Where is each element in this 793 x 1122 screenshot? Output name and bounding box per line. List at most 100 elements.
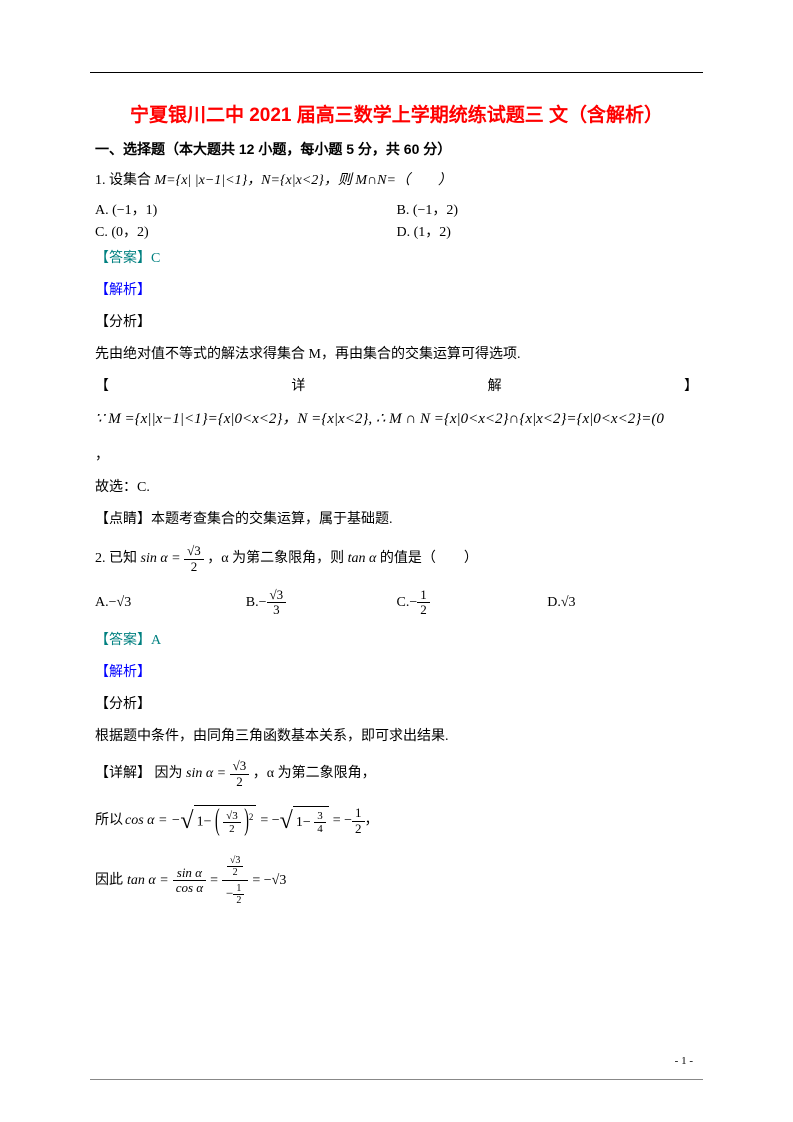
q1-comma: ， bbox=[95, 442, 698, 470]
q2-opt-a: A. −√3 bbox=[95, 595, 246, 611]
q1-opt-d: D. (1，2) bbox=[397, 221, 699, 241]
q1-detail-math: ∵ M ={x||x−1|<1}={x|0<x<2}，N ={x|x<2}, ∴… bbox=[95, 407, 698, 428]
frac-num: 3 bbox=[314, 810, 326, 823]
frac-den: 2 bbox=[352, 822, 365, 836]
frac-den: 2 bbox=[184, 560, 204, 574]
q2-opt-b: B. − √3 3 bbox=[246, 588, 397, 618]
q1-conclude: 故选：C. bbox=[95, 474, 698, 502]
opt-b-label: B. bbox=[246, 595, 259, 611]
frac-den: 4 bbox=[314, 823, 326, 835]
q1-stem-prefix: 1. 设集合 bbox=[95, 173, 155, 188]
q2-tail: 的值是（ ） bbox=[380, 551, 478, 566]
doc-title: 宁夏银川二中 2021 届高三数学上学期统练试题三 文（含解析） bbox=[95, 100, 698, 127]
sqrt-block-1: √ 1− ( √3 2 )2 bbox=[180, 797, 256, 845]
one-pre2: 1− bbox=[296, 815, 311, 830]
sqrt-block-2: √ 1− 3 4 bbox=[280, 797, 329, 845]
q2-tan: tan α bbox=[348, 545, 377, 573]
answer-label: 【答案】 bbox=[95, 633, 151, 648]
q2-options: A. −√3 B. − √3 3 C. − 1 2 D. √3 bbox=[95, 588, 698, 618]
q1-stem-math: M={x| |x−1|<1}，N={x|x<2}，则 M∩N=（ ） bbox=[155, 167, 452, 195]
q1-opt-c: C. (0，2) bbox=[95, 221, 397, 241]
answer-value: A bbox=[151, 633, 161, 648]
q2-detail1: 【详解】 因为 sin α = √3 2 ，α 为第二象限角， bbox=[95, 759, 698, 789]
q2-cos-line: 所以 cos α = − √ 1− ( √3 2 )2 = − √ 1− 3 4 bbox=[95, 797, 698, 845]
one-pre: 1− bbox=[197, 815, 212, 830]
frac-num: √3 bbox=[230, 759, 250, 774]
trail-comma: ， bbox=[365, 807, 379, 835]
tan-result: = −√3 bbox=[252, 867, 286, 895]
q2-sin: sin α = bbox=[141, 545, 181, 573]
frac-num: √3 bbox=[184, 544, 204, 559]
frac-den: 3 bbox=[267, 603, 287, 617]
q1-opt-a: A. (−1，1) bbox=[95, 199, 397, 219]
q2-stem: 2. 已知 sin α = √3 2 ，α 为第二象限角，则 tan α 的值是… bbox=[95, 544, 698, 574]
opt-a-label: A. bbox=[95, 595, 109, 611]
square-exp: 2 bbox=[249, 812, 254, 822]
frac-num: √3 bbox=[267, 588, 287, 603]
q2-frac-sqrt3-2: √3 2 bbox=[184, 544, 204, 574]
q2-mid: ，α 为第二象限角，则 bbox=[207, 551, 344, 566]
bracket-close: 】 bbox=[684, 373, 698, 401]
q2-opt-c: C. − 1 2 bbox=[397, 588, 548, 618]
q2-answer: 【答案】A bbox=[95, 627, 698, 655]
top-rule bbox=[90, 72, 703, 73]
detail-text-b: ，α 为第二象限角， bbox=[253, 766, 376, 781]
frac-num: 1 bbox=[233, 883, 244, 895]
therefore: 因此 bbox=[95, 867, 123, 895]
tan-compound-frac: √3 2 − 1 2 bbox=[222, 853, 248, 908]
detail-word1: 详 bbox=[291, 373, 305, 401]
frac-den: 2 bbox=[227, 867, 244, 878]
q1-stem: 1. 设集合 M={x| |x−1|<1}，N={x|x<2}，则 M∩N=（ … bbox=[95, 167, 698, 195]
page-footer: - 1 - bbox=[675, 1055, 693, 1067]
frac-num: √3 bbox=[227, 855, 244, 867]
bracket-open: 【 bbox=[95, 373, 109, 401]
q1-fenxi-label: 【分析】 bbox=[95, 309, 698, 337]
section-heading: 一、选择题（本大题共 12 小题，每小题 5 分，共 60 分） bbox=[95, 139, 698, 159]
q2-jiexi: 【解析】 bbox=[95, 659, 698, 687]
answer-value: C bbox=[151, 251, 160, 266]
frac-den: 2 bbox=[230, 775, 250, 789]
footer-rule bbox=[90, 1079, 703, 1080]
eq-sign: = bbox=[210, 867, 218, 895]
q2-opt-d: D. √3 bbox=[547, 595, 698, 611]
step3-frac: 1 2 bbox=[352, 806, 365, 836]
tan-frac1: sin α cos α bbox=[173, 866, 206, 896]
q1-jiexi: 【解析】 bbox=[95, 277, 698, 305]
frac-den: 2 bbox=[223, 823, 241, 835]
q2-tan-line: 因此 tan α = sin α cos α = √3 2 − 1 2 = −√… bbox=[95, 853, 698, 908]
q1-opt-b: B. (−1，2) bbox=[397, 199, 699, 219]
so: 所以 bbox=[95, 807, 123, 835]
frac-num: 1 bbox=[352, 806, 365, 821]
compound-den: − 1 2 bbox=[222, 881, 248, 908]
frac-den: 2 bbox=[417, 603, 430, 617]
opt-c-label: C. bbox=[397, 595, 410, 611]
q1-fenxi-text: 先由绝对值不等式的解法求得集合 M，再由集合的交集运算可得选项. bbox=[95, 341, 698, 369]
opt-a-val: −√3 bbox=[109, 595, 132, 611]
dianjing-label: 【点睛】 bbox=[95, 512, 151, 527]
frac-den: cos α bbox=[173, 881, 206, 895]
tan-eq: tan α = bbox=[127, 867, 169, 895]
detail-word2: 解 bbox=[488, 373, 502, 401]
q1-options-row1: A. (−1，1) B. (−1，2) bbox=[95, 199, 698, 219]
q2-fenxi-label: 【分析】 bbox=[95, 691, 698, 719]
opt-b-neg: − bbox=[259, 595, 267, 611]
q1-options-row2: C. (0，2) D. (1，2) bbox=[95, 221, 698, 241]
opt-c-neg: − bbox=[409, 595, 417, 611]
q1-detail-heading: 【 详 解 】 bbox=[95, 373, 698, 401]
detail-text-a: 因为 bbox=[155, 766, 183, 781]
sin-eq: sin α = bbox=[186, 760, 226, 788]
frac-num: 1 bbox=[417, 588, 430, 603]
frac-sqrt3-2: √3 2 bbox=[230, 759, 250, 789]
neg-sign: − bbox=[226, 885, 233, 900]
compound-num: √3 2 bbox=[222, 853, 248, 881]
step2-eq: = − bbox=[260, 807, 279, 835]
dianjing-text: 本题考查集合的交集运算，属于基础题. bbox=[151, 512, 393, 527]
opt-b-frac: √3 3 bbox=[267, 588, 287, 618]
frac-num: √3 bbox=[223, 810, 241, 823]
q1-dianjing: 【点睛】本题考查集合的交集运算，属于基础题. bbox=[95, 506, 698, 534]
cos-eq: cos α = − bbox=[125, 807, 180, 835]
q2-prefix: 2. 已知 bbox=[95, 551, 137, 566]
opt-c-frac: 1 2 bbox=[417, 588, 430, 618]
frac-den: 2 bbox=[233, 895, 244, 906]
answer-label: 【答案】 bbox=[95, 251, 151, 266]
